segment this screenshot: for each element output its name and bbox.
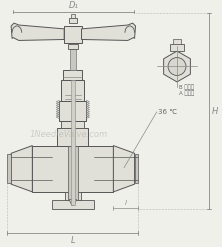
Bar xyxy=(70,41,76,44)
Bar xyxy=(59,101,86,121)
Bar xyxy=(68,44,78,49)
Text: l: l xyxy=(125,200,127,206)
Polygon shape xyxy=(11,23,64,41)
Bar xyxy=(68,145,78,200)
Polygon shape xyxy=(69,200,77,206)
Text: 36 ℃: 36 ℃ xyxy=(158,109,177,115)
Bar xyxy=(7,154,11,183)
Bar xyxy=(65,192,81,200)
Text: A 密封层: A 密封层 xyxy=(179,91,194,96)
Text: B 密封层: B 密封层 xyxy=(179,85,194,90)
Bar xyxy=(71,80,75,206)
Bar xyxy=(70,49,76,70)
Text: L: L xyxy=(71,236,75,245)
Bar xyxy=(63,70,83,80)
Bar xyxy=(135,154,139,183)
Bar xyxy=(170,44,184,51)
Bar xyxy=(64,26,81,43)
Bar xyxy=(61,121,84,128)
Bar xyxy=(52,200,94,209)
Polygon shape xyxy=(81,23,136,41)
Bar xyxy=(69,18,77,23)
Text: D₁: D₁ xyxy=(68,0,78,10)
Polygon shape xyxy=(113,145,135,192)
Polygon shape xyxy=(11,145,32,192)
Bar xyxy=(57,128,88,145)
Bar xyxy=(61,80,84,101)
Bar xyxy=(71,14,75,18)
Bar xyxy=(173,40,181,44)
Circle shape xyxy=(168,58,186,75)
Bar xyxy=(32,145,113,192)
Polygon shape xyxy=(164,51,190,82)
Text: 1NeedleValve.com: 1NeedleValve.com xyxy=(30,129,108,139)
Text: H: H xyxy=(212,107,218,116)
